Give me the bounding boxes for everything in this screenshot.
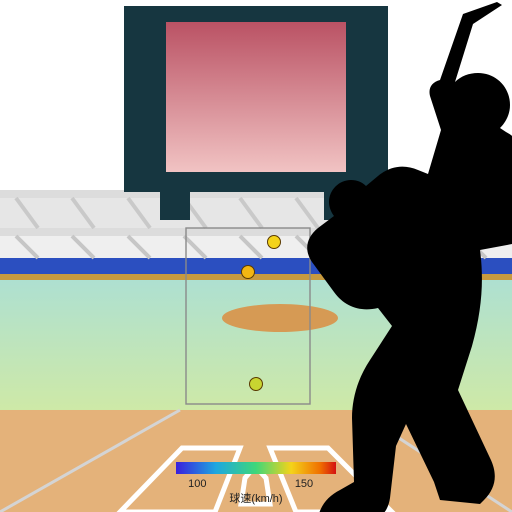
- chart-svg: 100 150 球速(km/h): [0, 0, 512, 512]
- colorbar-tick: 100: [188, 478, 206, 490]
- stage: 100 150 球速(km/h): [0, 0, 512, 512]
- pitch-marker: [242, 266, 255, 279]
- colorbar: [176, 462, 336, 474]
- colorbar-tick: 150: [295, 478, 313, 490]
- pitch-marker: [268, 236, 281, 249]
- pitchers-mound: [222, 304, 338, 332]
- pitch-marker: [250, 378, 263, 391]
- scoreboard-leg: [160, 192, 190, 220]
- scoreboard-screen: [166, 22, 346, 172]
- colorbar-label: 球速(km/h): [229, 491, 282, 505]
